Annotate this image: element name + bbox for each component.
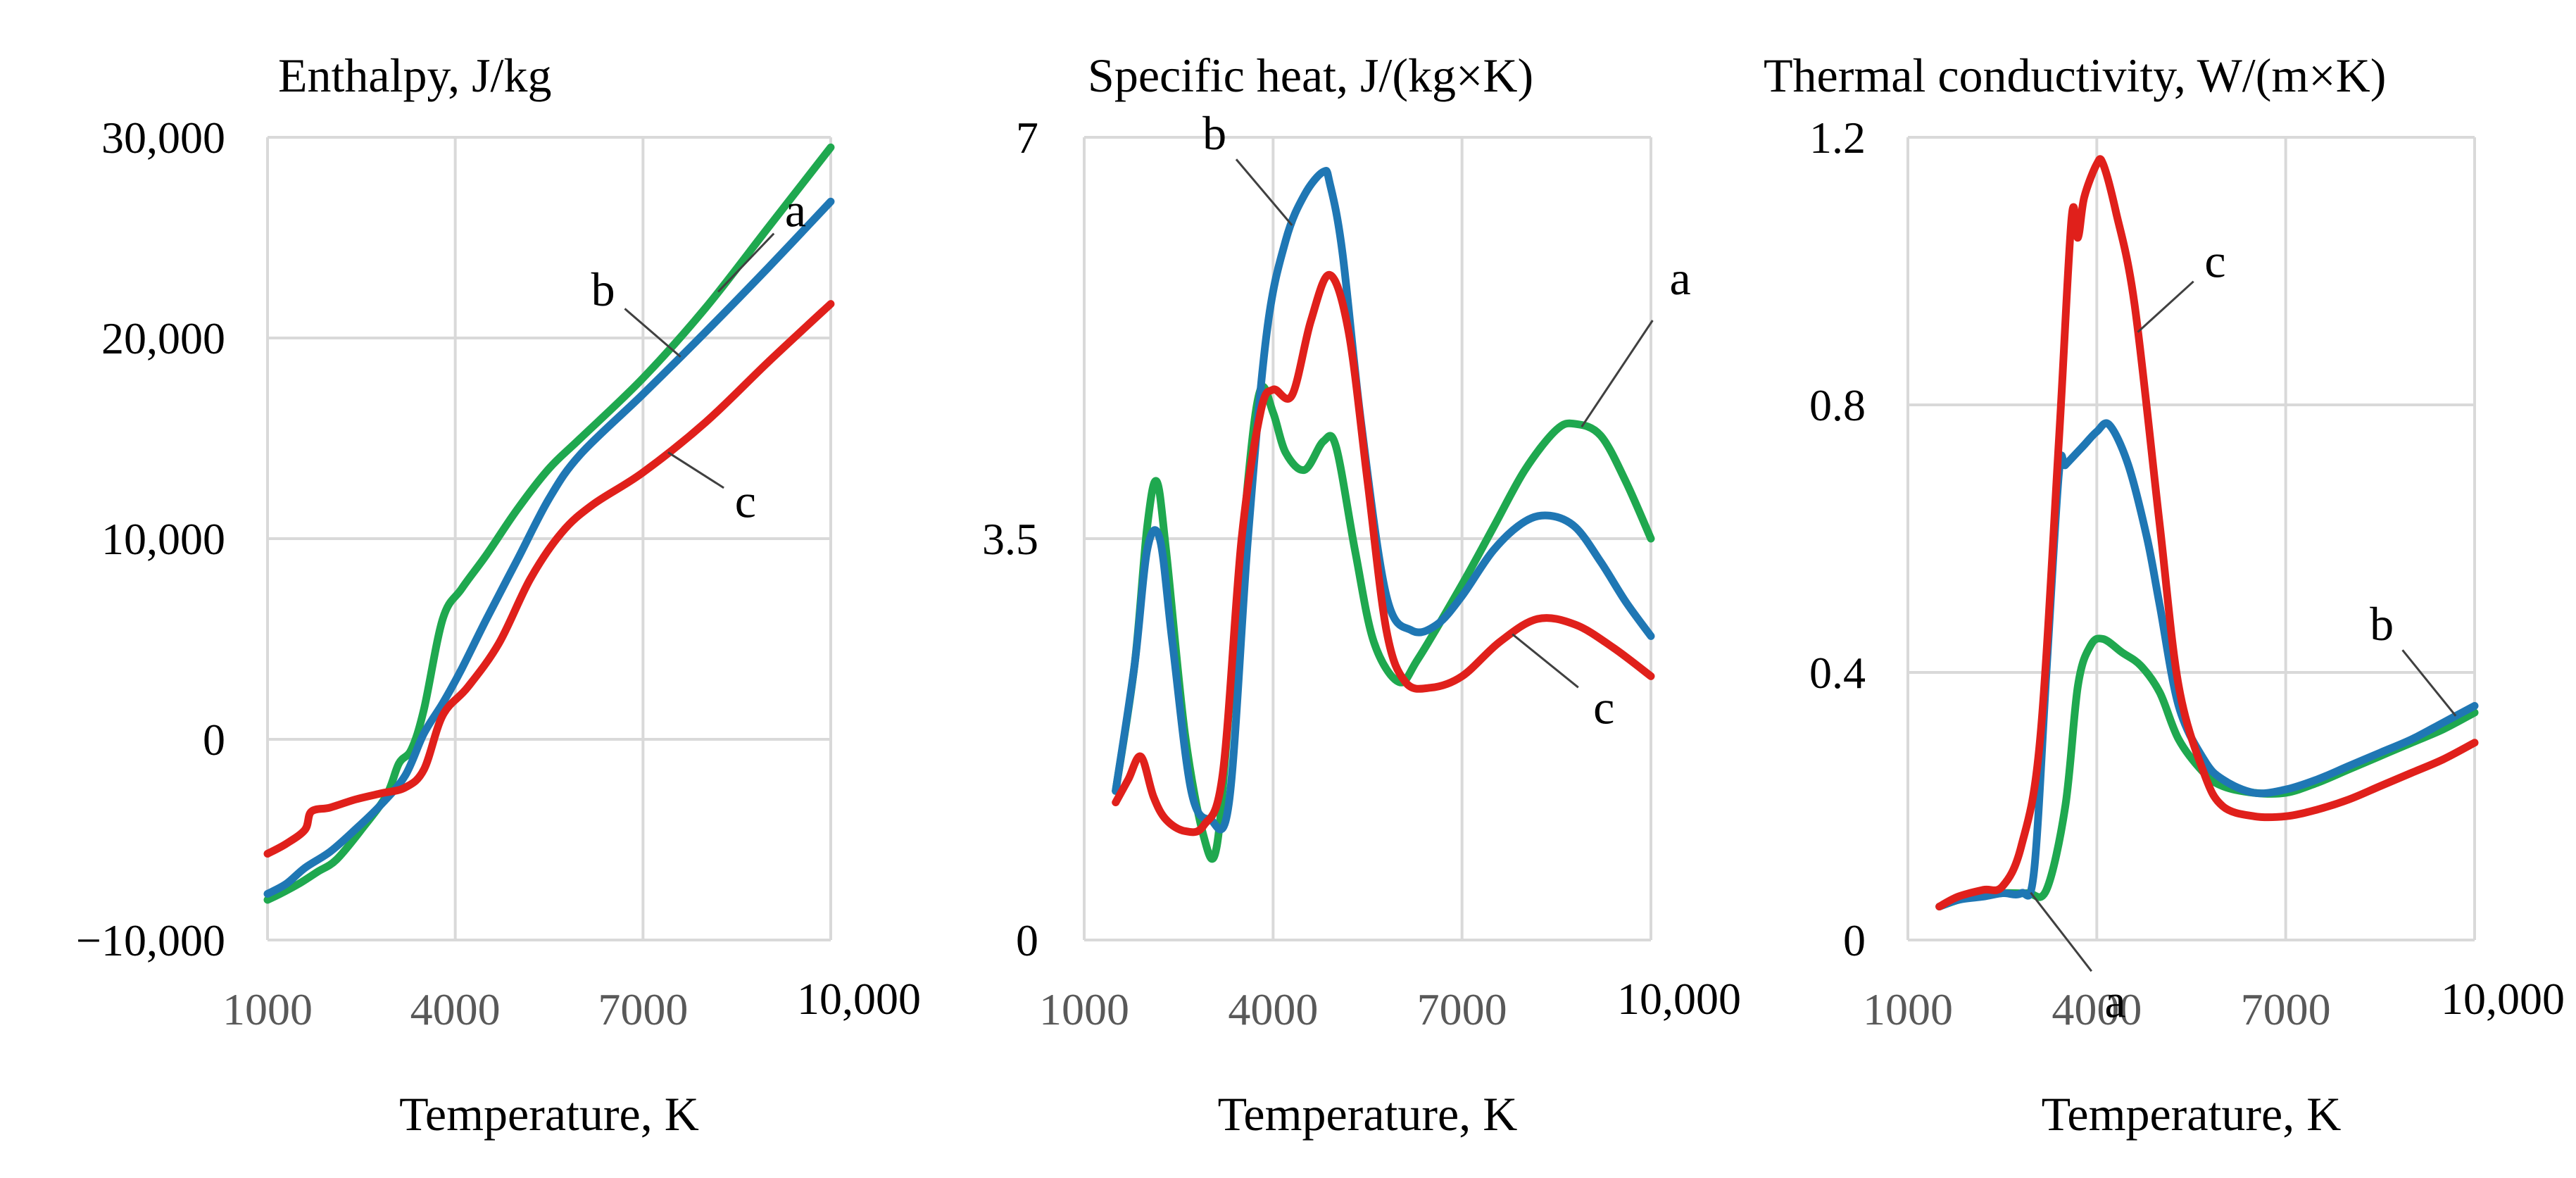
series-line-c <box>1935 155 2479 910</box>
x-tick-label: 7000 <box>1417 984 1507 1034</box>
series-line-c <box>1112 270 1655 836</box>
y-tick-label: 30,000 <box>101 113 225 163</box>
series-label-c: c <box>2204 234 2225 288</box>
annotation-leader-b <box>2401 649 2457 717</box>
chart-title: Specific heat, J/(kg×K) <box>1088 49 1533 102</box>
chart-title: Thermal conductivity, W/(m×K) <box>1764 49 2386 102</box>
x-axis-label: Temperature, K <box>2042 1087 2342 1141</box>
chart-panel-3: Thermal conductivity, W/(m×K) 0 0.4 0.8 1.2 1… <box>1764 49 2565 1141</box>
series-line-b <box>263 197 835 898</box>
series-label-a: a <box>1670 251 1691 305</box>
annotation-leader-c <box>1512 633 1579 689</box>
x-tick-label: 10,000 <box>2441 974 2565 1024</box>
series-label-b: b <box>2370 597 2394 651</box>
x-axis-label: Temperature, K <box>399 1087 699 1141</box>
x-axis-label: Temperature, K <box>1218 1087 1518 1141</box>
series-label-a: a <box>785 183 806 237</box>
series-label-b: b <box>1202 106 1226 160</box>
chart-panel-2: Specific heat, J/(kg×K) 0 3.5 7 1000 4000 7000… <box>982 49 1741 1141</box>
y-tick-label: 1.2 <box>1809 113 1866 163</box>
y-tick-label: 0 <box>1016 915 1038 965</box>
x-tick-label: 10,000 <box>797 974 921 1024</box>
annotation-leader-c <box>667 451 724 489</box>
annotation-leader-a <box>1581 320 1654 428</box>
x-tick-label: 4000 <box>410 984 501 1034</box>
series-line-c <box>263 300 835 858</box>
series-label-c: c <box>735 474 756 527</box>
series-line-b <box>1935 419 2479 910</box>
x-tick-label: 7000 <box>598 984 688 1034</box>
series-label-c: c <box>1593 681 1614 734</box>
x-tick-label: 10,000 <box>1617 974 1741 1024</box>
y-tick-label: 20,000 <box>101 313 225 363</box>
series-label-b: b <box>591 263 615 316</box>
annotation-leader-b <box>624 308 681 358</box>
annotation-leader-a <box>717 232 775 293</box>
y-tick-label: 7 <box>1016 113 1038 163</box>
y-tick-label: 0 <box>203 715 225 765</box>
annotation-leader-b <box>1235 158 1293 226</box>
y-tick-label: 0.8 <box>1809 380 1866 430</box>
x-tick-label: 4000 <box>2052 984 2142 1034</box>
y-tick-label: 0.4 <box>1809 648 1866 698</box>
y-tick-label: 10,000 <box>101 514 225 564</box>
x-tick-label: 4000 <box>1228 984 1318 1034</box>
series-line-a <box>1112 382 1655 863</box>
chart-panel-1: Enthalpy, J/kg −10,000 0 10,000 20,000 30,000… <box>76 49 921 1141</box>
series-label-a: a <box>2104 975 2125 1028</box>
x-tick-label: 1000 <box>222 984 313 1034</box>
x-tick-label: 1000 <box>1039 984 1129 1034</box>
y-tick-label: 0 <box>1843 915 1866 965</box>
y-tick-label: 3.5 <box>982 514 1038 564</box>
x-tick-label: 1000 <box>1863 984 1953 1034</box>
annotation-leader-a <box>2030 891 2093 972</box>
series-line-b <box>1112 167 1655 834</box>
series-line-a <box>263 143 835 904</box>
chart-title: Enthalpy, J/kg <box>278 49 551 102</box>
y-tick-label: −10,000 <box>76 915 225 965</box>
annotation-leader-c <box>2137 280 2194 333</box>
x-tick-label: 7000 <box>2241 984 2331 1034</box>
